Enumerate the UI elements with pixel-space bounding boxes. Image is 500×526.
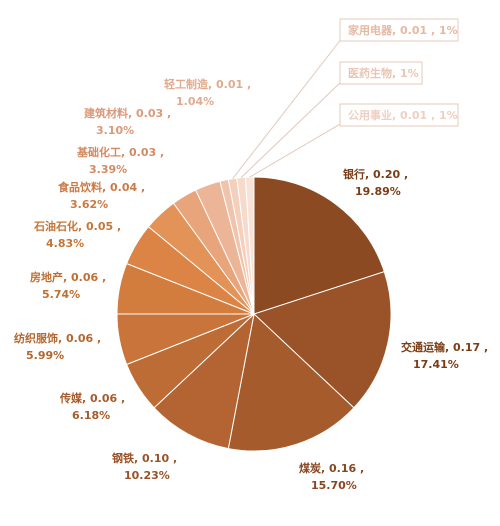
pie-slice xyxy=(153,312,255,450)
leader-line xyxy=(249,122,343,178)
data-label: 食品饮料, 0.04 , xyxy=(58,180,145,194)
data-label-percent: 1.04% xyxy=(176,95,214,108)
data-label: 煤炭, 0.16 , xyxy=(299,461,364,475)
data-label: 纺织服饰, 0.06 , xyxy=(14,331,101,345)
data-label: 医药生物, 1% xyxy=(348,66,419,80)
data-label: 石油石化, 0.05 , xyxy=(33,219,121,233)
data-label-box xyxy=(339,18,459,42)
leader-lines xyxy=(232,37,343,180)
data-labels: 银行, 0.20 , 19.89% 交通运输, 0.17 , 17.41% 煤炭, 0.… xyxy=(14,18,488,492)
data-label-percent: 5.99% xyxy=(26,349,64,362)
pie-slices xyxy=(116,176,392,452)
pie-slice xyxy=(227,313,355,452)
data-label: 银行, 0.20 , xyxy=(343,167,408,181)
data-label: 房地产, 0.06 , xyxy=(30,270,106,284)
data-label: 公用事业, 0.01 , 1% xyxy=(348,108,458,122)
data-label-percent: 17.41% xyxy=(413,358,459,371)
data-label-percent: 3.10% xyxy=(96,124,134,137)
data-label: 传媒, 0.06 , xyxy=(59,391,125,405)
data-label-percent: 19.89% xyxy=(355,185,401,198)
data-label-percent: 5.74% xyxy=(42,288,80,301)
data-label: 基础化工, 0.03 , xyxy=(76,145,164,159)
data-label: 交通运输, 0.17 , xyxy=(401,340,488,354)
data-label: 轻工制造, 0.01 , xyxy=(164,77,251,91)
data-label-percent: 4.83% xyxy=(46,237,84,250)
data-label-percent: 3.62% xyxy=(70,198,108,211)
data-label-box xyxy=(339,61,423,85)
data-label-percent: 15.70% xyxy=(311,479,357,492)
data-label-box xyxy=(339,103,459,127)
pie-slice xyxy=(253,271,392,409)
data-label-percent: 10.23% xyxy=(124,469,170,482)
data-label: 钢铁, 0.10 , xyxy=(112,451,177,465)
data-label: 家用电器, 0.01 , 1% xyxy=(348,23,458,37)
data-label-percent: 3.39% xyxy=(89,163,127,176)
data-label: 建筑材料, 0.03 , xyxy=(84,106,171,120)
leader-line xyxy=(240,80,343,178)
pie-slice xyxy=(253,176,385,315)
leader-line xyxy=(232,37,343,180)
data-label-percent: 6.18% xyxy=(72,409,110,422)
